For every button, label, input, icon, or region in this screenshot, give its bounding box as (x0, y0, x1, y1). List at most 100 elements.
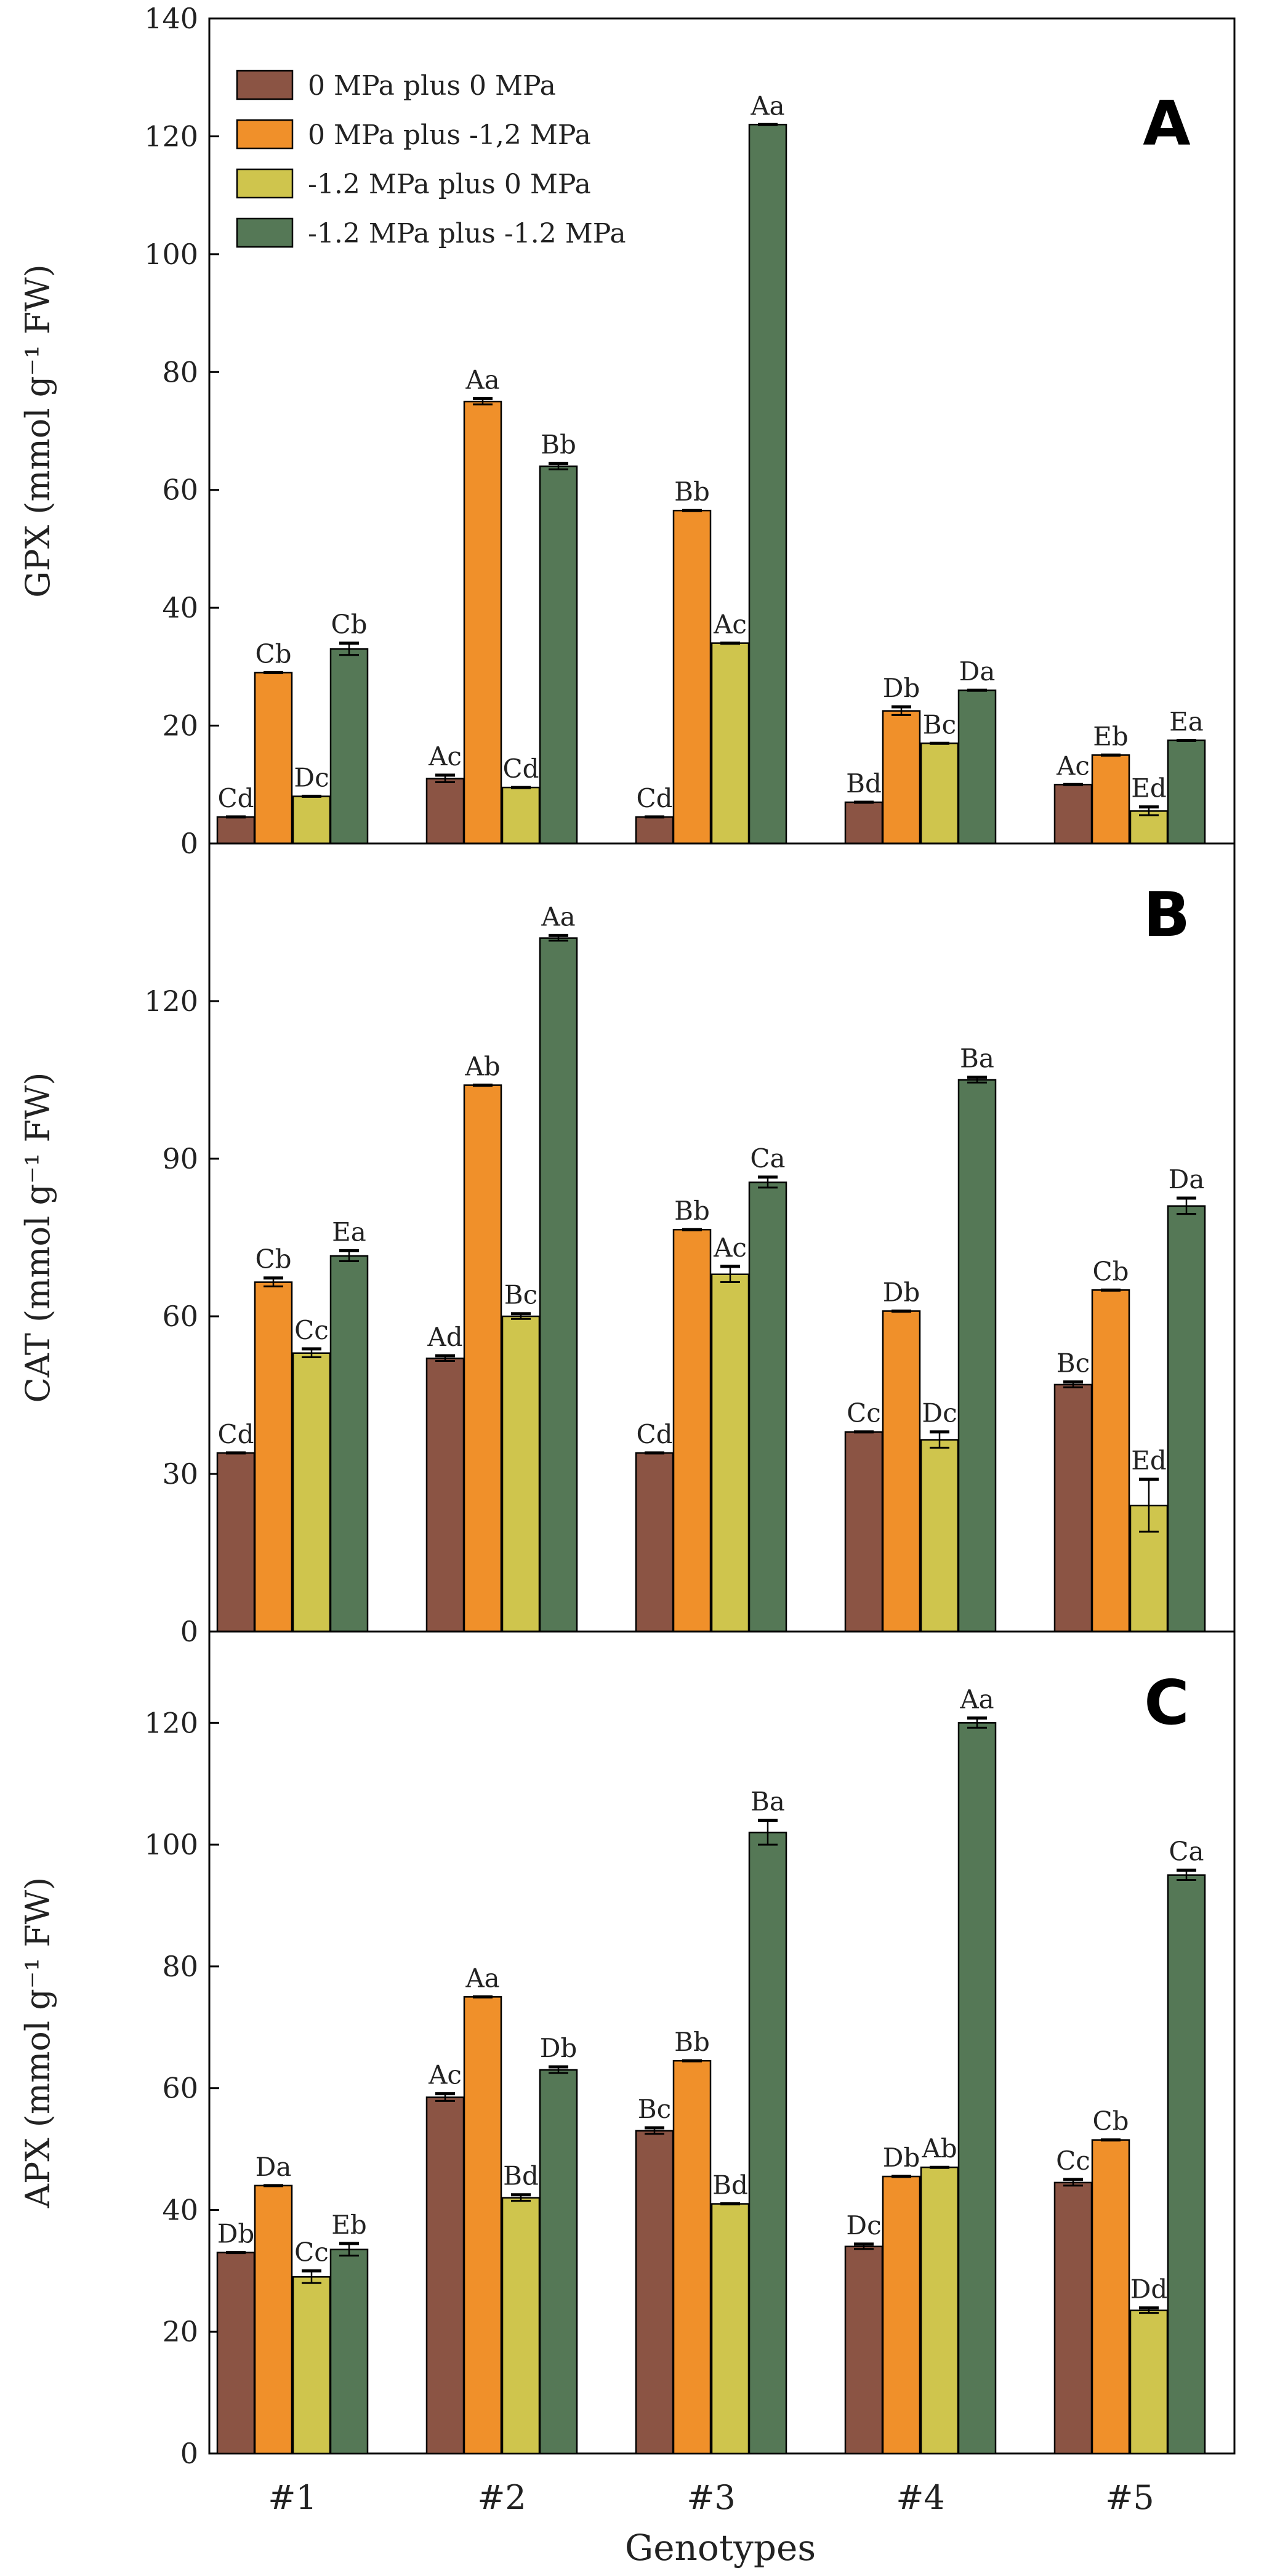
significance-label: Bc (638, 2094, 671, 2124)
panel-c: 0 20 40 60 80 100 120 APX (mmol g⁻¹ FW) C Db Ac Bc D… (18, 1630, 1236, 2517)
bar (254, 2184, 293, 2455)
y-tick-label: 120 (144, 1706, 198, 1739)
y-tick-label: 40 (162, 2193, 198, 2226)
bar (425, 778, 465, 845)
significance-label: Cd (636, 783, 672, 813)
y-tick-label: 80 (162, 1950, 198, 1983)
legend-entry: 0 MPa plus -1,2 MPa (308, 119, 591, 151)
bar (216, 1452, 256, 1633)
bar (463, 400, 502, 845)
bar (882, 710, 921, 845)
bar (710, 1273, 750, 1633)
panel-b: 0 30 60 90 120 CAT (mmol g⁻¹ FW) B Cd Ad Cd Cc Bc Cb… (18, 842, 1236, 1648)
legend-swatch (236, 70, 294, 100)
significance-label: Dd (1130, 2274, 1168, 2304)
significance-label: Dc (846, 2210, 881, 2240)
significance-label: Ed (1131, 1446, 1167, 1476)
bar (635, 2130, 674, 2455)
significance-label: Bc (923, 709, 956, 739)
bar (1091, 754, 1130, 845)
significance-label: Ea (1169, 707, 1204, 737)
legend-swatch (236, 119, 294, 150)
significance-label: Da (256, 2152, 292, 2182)
significance-label: Cb (1092, 1256, 1129, 1286)
bar (882, 2175, 921, 2455)
significance-label: Cd (217, 1419, 254, 1449)
bar (501, 1315, 541, 1633)
significance-label: Aa (541, 901, 575, 932)
y-tick-label: 140 (144, 2, 198, 35)
bar (216, 2252, 256, 2455)
significance-label: Cc (847, 1398, 881, 1428)
bar (292, 1352, 331, 1633)
bar (1129, 2309, 1169, 2455)
y-tick-label: 100 (144, 238, 198, 271)
y-tick-label: 0 (180, 1615, 198, 1648)
bar (216, 816, 256, 845)
significance-label: Db (883, 2143, 920, 2173)
bar (844, 1431, 884, 1633)
y-tick-label: 0 (180, 2437, 198, 2470)
y-tick-label: 30 (162, 1457, 198, 1491)
x-tick-label: #1 (268, 2478, 317, 2517)
bar (1167, 739, 1206, 845)
significance-label: Ac (1056, 751, 1090, 781)
significance-label: Ab (921, 2133, 957, 2163)
significance-label: Ab (464, 1052, 500, 1082)
significance-label: Db (217, 2219, 255, 2249)
significance-label: Ba (960, 1044, 994, 1074)
significance-label: Db (883, 673, 920, 703)
bar (844, 801, 884, 845)
bar (292, 795, 331, 845)
significance-label: Cd (636, 1419, 672, 1449)
significance-label: Db (883, 1277, 920, 1307)
significance-label: Bb (541, 430, 576, 460)
significance-label: Ac (713, 1233, 747, 1263)
bar (672, 1228, 712, 1633)
bar (254, 672, 293, 845)
significance-label: Cc (294, 1315, 329, 1345)
panels: 0 20 40 60 80 100 120 140 GPX (mmol g⁻¹ FW) A Cd Ac… (18, 2, 1236, 2517)
significance-label: Ba (751, 1787, 785, 1817)
bar (329, 2248, 369, 2455)
y-axis-label: APX (mmol g⁻¹ FW) (18, 1877, 57, 2208)
significance-label: Aa (959, 1684, 994, 1714)
bar (425, 2096, 465, 2455)
y-tick-label: 60 (162, 2072, 198, 2105)
bar (844, 2245, 884, 2455)
bar (329, 1255, 369, 1633)
y-tick-label: 40 (162, 591, 198, 624)
bar (292, 2276, 331, 2455)
bar (748, 1181, 787, 1633)
y-axis-label: CAT (mmol g⁻¹ FW) (18, 1073, 57, 1403)
significance-label: Aa (465, 364, 499, 395)
bar (920, 1439, 959, 1633)
bar (635, 816, 674, 845)
significance-label: Bb (674, 2027, 710, 2057)
significance-label: Cb (331, 610, 367, 640)
significance-label: Ad (427, 1322, 462, 1352)
x-tick-label: #4 (896, 2478, 945, 2517)
bar (920, 2166, 959, 2455)
significance-label: Ac (713, 610, 747, 640)
bar (539, 2069, 578, 2455)
y-tick-label: 60 (162, 1300, 198, 1333)
panel-letter: A (1143, 87, 1190, 159)
panel-letter: B (1143, 879, 1190, 951)
legend-swatch (236, 168, 294, 199)
bar (501, 2197, 541, 2455)
significance-label: Db (540, 2033, 578, 2063)
bar (463, 1084, 502, 1633)
legend-entry: -1.2 MPa plus 0 MPa (308, 169, 591, 200)
bar (635, 1452, 674, 1633)
significance-label: Cb (255, 638, 291, 669)
bar (1091, 1289, 1130, 1633)
legend-entry: -1.2 MPa plus -1.2 MPa (308, 218, 626, 249)
bar (425, 1358, 465, 1633)
bar (1091, 2139, 1130, 2455)
legend-swatch (236, 217, 294, 248)
bar (920, 743, 959, 845)
significance-label: Cc (294, 2237, 329, 2267)
significance-label: Aa (750, 91, 784, 121)
bar (710, 642, 750, 845)
